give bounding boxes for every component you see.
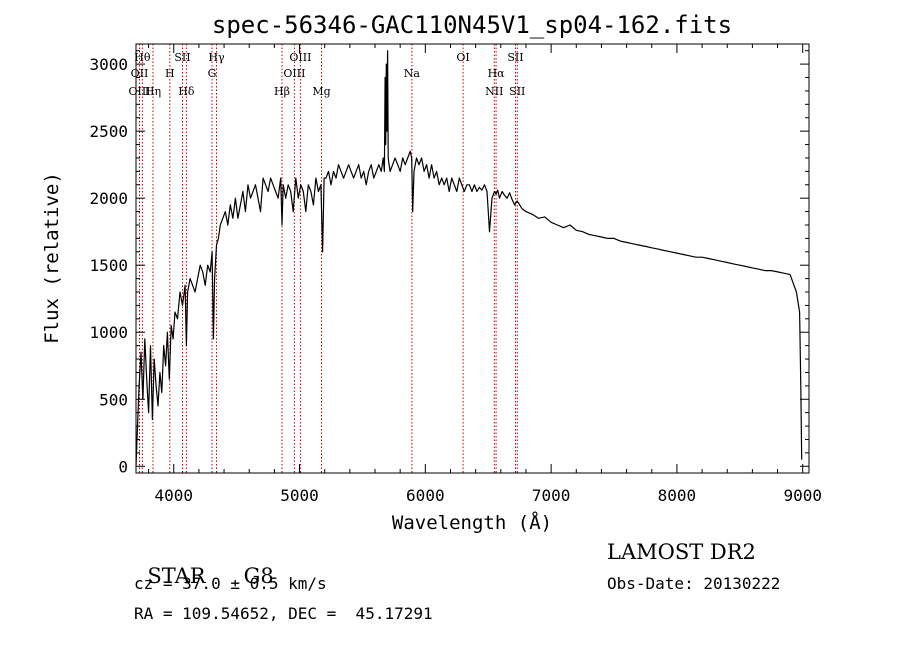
axes: 4000 5000 6000 7000 8000 9000 0 500 1000 1500 2000…: [89, 44, 822, 505]
line-marker-label-15: NII: [485, 85, 503, 98]
line-marker-label-4: H: [165, 67, 175, 80]
y-tick-label-3: 1500: [89, 256, 128, 275]
y-tick-label-5: 2500: [89, 122, 128, 141]
line-markers: HθOIIOIIIHηHSIIHδGHγHβOIIIOIIIMgNaOINIIH…: [128, 44, 525, 473]
x-tick-label-3: 7000: [532, 486, 571, 505]
coordinates-label: RA = 109.54652, DEC = 45.17291: [134, 604, 433, 623]
survey-label: LAMOST DR2: [607, 540, 756, 564]
line-marker-label-9: Hβ: [274, 85, 290, 98]
line-marker-label-8: Hγ: [208, 51, 225, 64]
line-marker-label-6: Hδ: [178, 85, 195, 98]
line-marker-label-5: SII: [174, 51, 190, 64]
spectrum-line: [135, 50, 803, 467]
line-marker-label-12: Mg: [312, 85, 330, 98]
class-label: STAR: [147, 564, 206, 588]
y-tick-label-4: 2000: [89, 189, 128, 208]
line-marker-label-17: SII: [507, 51, 523, 64]
line-marker-label-16: Hα: [488, 67, 506, 80]
y-tick-label-2: 1000: [89, 323, 128, 342]
line-marker-label-0: Hθ: [134, 51, 151, 64]
y-axis-label: Flux (relative): [41, 172, 63, 344]
spectral-class: STAR G8: [134, 540, 274, 588]
spectrum-plot: spec-56346-GAC110N45V1_sp04-162.fits Hθ O…: [41, 11, 822, 534]
subclass-label: G8: [243, 564, 274, 588]
plot-frame: [135, 43, 810, 474]
line-marker-label-2: OIII: [128, 85, 150, 98]
x-axis-label: Wavelength (Å): [392, 511, 552, 534]
line-marker-label-13: Na: [404, 67, 421, 80]
y-tick-label-0: 0: [118, 457, 128, 476]
x-tick-label-1: 5000: [280, 486, 319, 505]
line-marker-label-18: SII: [509, 85, 525, 98]
velocity-label: cz = 37.0 ± 0.5 km/s: [134, 574, 327, 593]
line-marker-label-14: OI: [456, 51, 469, 64]
x-tick-label-2: 6000: [406, 486, 445, 505]
line-marker-label-7: G: [208, 67, 217, 80]
line-marker-label-3: Hη: [145, 85, 161, 98]
x-tick-label-5: 9000: [783, 486, 822, 505]
y-tick-label-6: 3000: [89, 55, 128, 74]
chart-title: spec-56346-GAC110N45V1_sp04-162.fits: [212, 11, 732, 39]
x-tick-label-0: 4000: [154, 486, 193, 505]
x-tick-label-4: 8000: [658, 486, 697, 505]
line-marker-label-10: OIII: [283, 67, 305, 80]
y-tick-label-1: 500: [99, 390, 128, 409]
obs-date-label: Obs-Date: 20130222: [607, 574, 781, 593]
line-marker-label-11: OIII: [289, 51, 311, 64]
